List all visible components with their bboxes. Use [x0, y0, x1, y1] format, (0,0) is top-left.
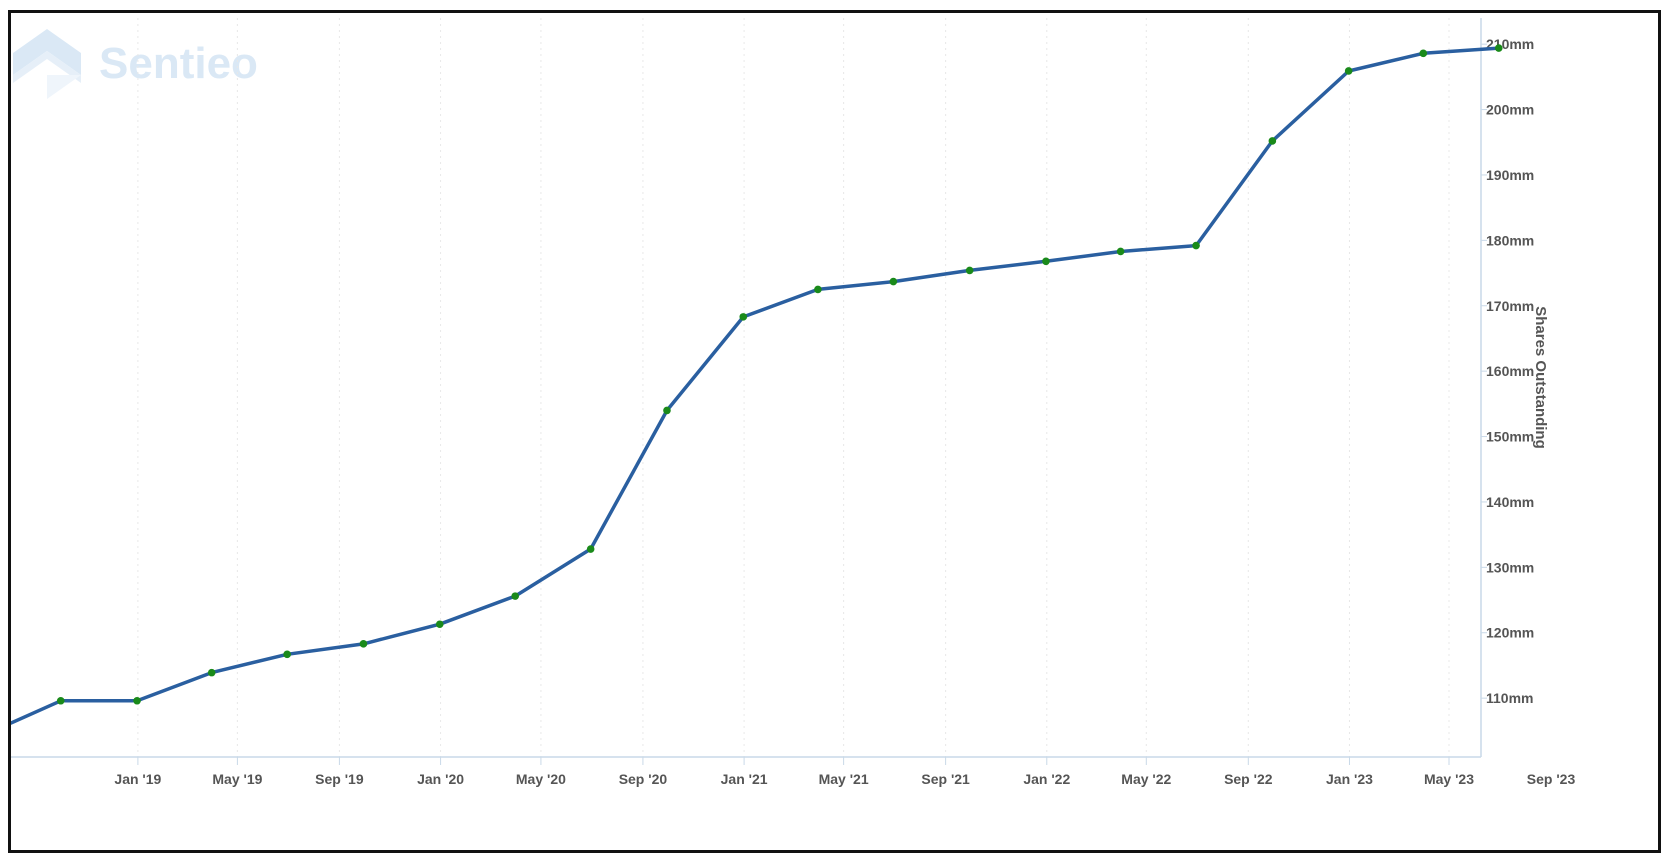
chart-frame: Sentieo Jan '19 May '19 Sep '19 Jan '20 May …: [8, 10, 1661, 853]
axis-layer: [11, 18, 1482, 758]
series-layer: [11, 44, 1503, 725]
data-point[interactable]: [1268, 137, 1277, 145]
x-tick-label: Jan '21: [721, 771, 768, 787]
data-point[interactable]: [1192, 241, 1200, 250]
x-tick-label: Jan '19: [114, 771, 161, 787]
data-point[interactable]: [965, 266, 974, 275]
data-point[interactable]: [739, 313, 748, 321]
data-point[interactable]: [56, 696, 65, 705]
watermark-text: Sentieo: [99, 39, 258, 88]
sentieo-logo-icon: [13, 29, 81, 99]
sentieo-watermark: Sentieo: [13, 29, 258, 99]
data-point[interactable]: [1494, 44, 1503, 52]
y-axis-title: Shares Outstanding: [1532, 306, 1549, 449]
x-tick-label: Jan '23: [1326, 771, 1373, 787]
series-line: [11, 46, 1501, 725]
x-tick-label: Sep '21: [921, 771, 970, 787]
data-point[interactable]: [1042, 257, 1050, 266]
data-point[interactable]: [814, 285, 822, 294]
x-tick-label: May '23: [1424, 771, 1474, 787]
x-axis-ticks: Jan '19 May '19 Sep '19 Jan '20 May '20 Sep '…: [114, 757, 1575, 787]
y-tick-label: 170mm: [1486, 298, 1534, 314]
y-tick-label: 160mm: [1486, 363, 1534, 379]
x-tick-label: Sep '22: [1224, 771, 1273, 787]
x-tick-label: Sep '23: [1527, 771, 1576, 787]
data-point[interactable]: [283, 650, 291, 659]
y-tick-label: 120mm: [1486, 625, 1534, 641]
data-point[interactable]: [889, 277, 898, 286]
x-tick-label: Sep '20: [619, 771, 668, 787]
x-tick-label: Sep '19: [315, 771, 364, 787]
y-tick-label: 200mm: [1486, 102, 1534, 118]
x-tick-label: May '22: [1121, 771, 1171, 787]
data-point[interactable]: [133, 696, 141, 705]
data-point[interactable]: [663, 406, 671, 415]
x-tick-label: May '19: [212, 771, 262, 787]
shares-outstanding-chart: Sentieo Jan '19 May '19 Sep '19 Jan '20 May …: [11, 18, 1575, 787]
data-point[interactable]: [435, 620, 444, 629]
data-point[interactable]: [511, 592, 520, 600]
y-axis-ticks: 110mm 120mm 130mm 140mm 150mm 160mm 170mm 180mm…: [1481, 36, 1534, 706]
x-tick-label: May '21: [819, 771, 869, 787]
data-point[interactable]: [1116, 247, 1125, 256]
y-tick-label: 150mm: [1486, 429, 1534, 445]
data-point[interactable]: [1419, 49, 1428, 58]
y-tick-label: 130mm: [1486, 559, 1534, 575]
x-tick-label: Jan '22: [1023, 771, 1070, 787]
data-point[interactable]: [207, 668, 216, 677]
data-point[interactable]: [1344, 67, 1353, 75]
x-tick-label: Jan '20: [417, 771, 464, 787]
data-point[interactable]: [359, 640, 368, 648]
y-tick-label: 190mm: [1486, 167, 1534, 183]
data-point[interactable]: [586, 545, 595, 553]
y-tick-label: 140mm: [1486, 494, 1534, 510]
y-tick-label: 180mm: [1486, 232, 1534, 248]
y-tick-label: 110mm: [1486, 690, 1533, 706]
x-tick-label: May '20: [516, 771, 566, 787]
